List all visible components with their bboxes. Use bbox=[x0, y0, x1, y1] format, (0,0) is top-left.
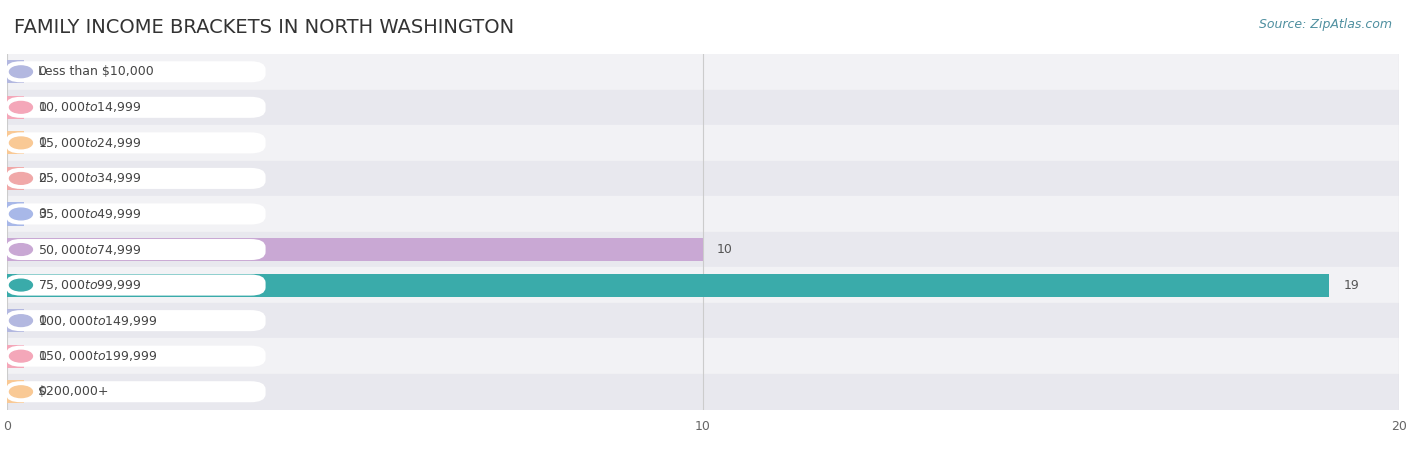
Circle shape bbox=[10, 243, 32, 256]
Bar bbox=[7, 232, 1399, 267]
Text: $25,000 to $34,999: $25,000 to $34,999 bbox=[38, 171, 141, 185]
Bar bbox=[7, 238, 703, 261]
Text: Source: ZipAtlas.com: Source: ZipAtlas.com bbox=[1258, 18, 1392, 31]
Bar bbox=[7, 267, 1399, 303]
Text: 0: 0 bbox=[38, 314, 46, 327]
Text: 0: 0 bbox=[38, 136, 46, 149]
Bar bbox=[7, 54, 1399, 90]
Bar bbox=[7, 60, 24, 83]
Bar bbox=[7, 167, 24, 190]
Bar bbox=[7, 338, 1399, 374]
FancyBboxPatch shape bbox=[7, 382, 264, 401]
Text: $100,000 to $149,999: $100,000 to $149,999 bbox=[38, 314, 157, 328]
Text: $10,000 to $14,999: $10,000 to $14,999 bbox=[38, 100, 141, 114]
Text: $75,000 to $99,999: $75,000 to $99,999 bbox=[38, 278, 141, 292]
FancyBboxPatch shape bbox=[7, 346, 264, 366]
Text: 0: 0 bbox=[38, 350, 46, 363]
Text: 0: 0 bbox=[38, 65, 46, 78]
Circle shape bbox=[10, 101, 32, 113]
Text: 0: 0 bbox=[38, 172, 46, 185]
Text: 19: 19 bbox=[1343, 279, 1360, 292]
Circle shape bbox=[10, 208, 32, 220]
Text: 0: 0 bbox=[38, 385, 46, 398]
Bar bbox=[7, 380, 24, 403]
Bar bbox=[7, 96, 24, 119]
Text: 0: 0 bbox=[38, 207, 46, 220]
Text: $200,000+: $200,000+ bbox=[38, 385, 108, 398]
Text: $50,000 to $74,999: $50,000 to $74,999 bbox=[38, 243, 141, 256]
Bar bbox=[7, 202, 24, 225]
Bar bbox=[7, 303, 1399, 338]
FancyBboxPatch shape bbox=[7, 169, 264, 188]
FancyBboxPatch shape bbox=[7, 133, 264, 153]
FancyBboxPatch shape bbox=[7, 275, 264, 295]
Text: 0: 0 bbox=[38, 101, 46, 114]
FancyBboxPatch shape bbox=[7, 240, 264, 259]
Text: $15,000 to $24,999: $15,000 to $24,999 bbox=[38, 136, 141, 150]
FancyBboxPatch shape bbox=[7, 62, 264, 81]
FancyBboxPatch shape bbox=[7, 311, 264, 330]
Circle shape bbox=[10, 279, 32, 291]
Bar bbox=[7, 161, 1399, 196]
Circle shape bbox=[10, 386, 32, 398]
FancyBboxPatch shape bbox=[7, 98, 264, 117]
Bar bbox=[7, 309, 24, 332]
Text: $35,000 to $49,999: $35,000 to $49,999 bbox=[38, 207, 141, 221]
Text: FAMILY INCOME BRACKETS IN NORTH WASHINGTON: FAMILY INCOME BRACKETS IN NORTH WASHINGT… bbox=[14, 18, 515, 37]
Circle shape bbox=[10, 350, 32, 362]
Bar bbox=[7, 345, 24, 368]
Text: $150,000 to $199,999: $150,000 to $199,999 bbox=[38, 349, 157, 363]
Bar bbox=[7, 274, 1330, 297]
Bar bbox=[7, 90, 1399, 125]
Circle shape bbox=[10, 66, 32, 78]
Bar bbox=[7, 131, 24, 154]
Circle shape bbox=[10, 315, 32, 327]
Bar bbox=[7, 196, 1399, 232]
FancyBboxPatch shape bbox=[7, 204, 264, 224]
Bar bbox=[7, 125, 1399, 161]
Text: Less than $10,000: Less than $10,000 bbox=[38, 65, 153, 78]
Circle shape bbox=[10, 172, 32, 184]
Text: 10: 10 bbox=[717, 243, 733, 256]
Bar bbox=[7, 374, 1399, 410]
Circle shape bbox=[10, 137, 32, 149]
